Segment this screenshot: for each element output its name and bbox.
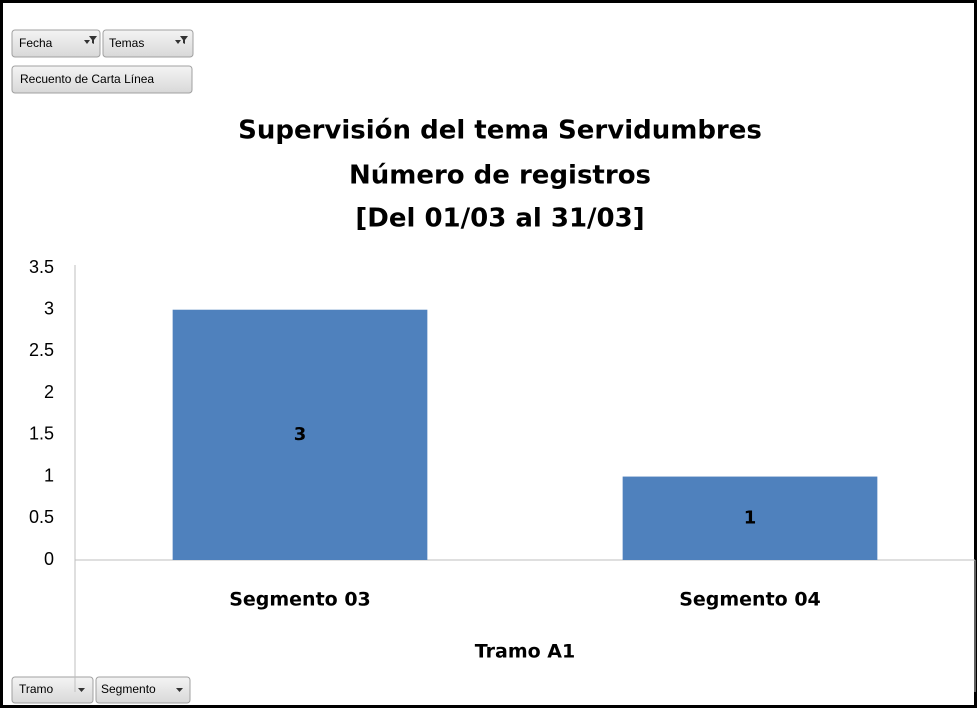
- y-tick-label: 2: [44, 382, 54, 402]
- bar: [172, 309, 428, 560]
- button-label: Recuento de Carta Línea: [20, 72, 154, 86]
- y-tick-label: 0: [44, 549, 54, 569]
- y-tick-label: 0.5: [29, 507, 54, 527]
- y-tick-label: 1: [44, 465, 54, 485]
- button-label: Segmento: [101, 682, 156, 696]
- axis-button[interactable]: Segmento: [95, 676, 191, 704]
- x-group-label: Tramo A1: [475, 641, 575, 663]
- button-label: Temas: [109, 36, 144, 50]
- y-tick-label: 3.5: [29, 257, 54, 277]
- filter-icon: [175, 36, 188, 44]
- chart-title: Número de registros: [349, 161, 651, 191]
- filter-button[interactable]: Temas: [102, 29, 194, 58]
- chart-title: [Del 01/03 al 31/03]: [355, 204, 644, 234]
- bar: [622, 476, 878, 560]
- dropdown-icon: [78, 688, 85, 692]
- x-tick-label: Segmento 03: [229, 589, 371, 611]
- button-label: Tramo: [19, 682, 54, 696]
- axis-button[interactable]: Tramo: [11, 676, 94, 704]
- filter-button[interactable]: Fecha: [11, 29, 101, 58]
- data-label: 3: [294, 424, 307, 445]
- value-button[interactable]: Recuento de Carta Línea: [11, 65, 193, 94]
- x-tick-label: Segmento 04: [679, 589, 821, 611]
- button-label: Fecha: [19, 36, 53, 50]
- y-tick-label: 1.5: [29, 424, 54, 444]
- data-label: 1: [744, 507, 757, 528]
- chart-title: Supervisión del tema Servidumbres: [238, 116, 762, 146]
- dropdown-icon: [176, 688, 183, 692]
- filter-icon: [84, 36, 97, 44]
- y-tick-label: 2.5: [29, 340, 54, 360]
- y-tick-label: 3: [44, 298, 54, 318]
